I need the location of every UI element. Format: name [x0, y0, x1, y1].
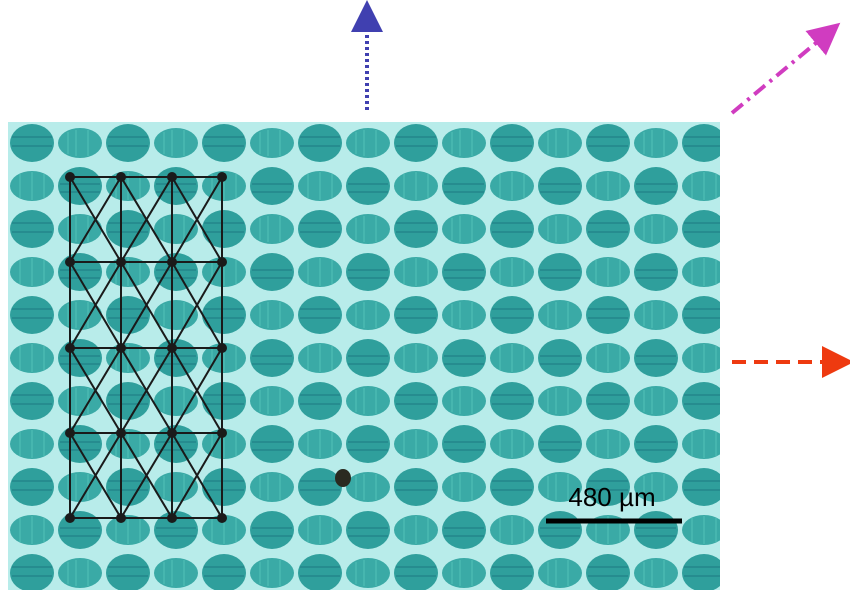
mesh-node [116, 513, 126, 523]
scale-label: 480 µm [568, 482, 655, 512]
mesh-node [65, 172, 75, 182]
mesh-node [65, 257, 75, 267]
mesh-node [167, 343, 177, 353]
mesh-node [116, 343, 126, 353]
page: 480 µm (() => { const data = JSON.parse(… [0, 0, 850, 590]
mesh-node [167, 257, 177, 267]
mesh-node [65, 428, 75, 438]
mesh-node [65, 513, 75, 523]
debris [335, 469, 351, 487]
mesh-node [217, 172, 227, 182]
mesh-node [167, 172, 177, 182]
mesh-node [116, 428, 126, 438]
mesh-node [167, 428, 177, 438]
mesh-node [116, 172, 126, 182]
figure: 480 µm [0, 0, 850, 590]
mesh-node [217, 257, 227, 267]
mesh-node [217, 513, 227, 523]
mesh-node [116, 257, 126, 267]
mesh-node [167, 513, 177, 523]
mesh-node [217, 428, 227, 438]
mesh-node [217, 343, 227, 353]
mesh-node [65, 343, 75, 353]
arrow-diagonal [732, 33, 828, 113]
